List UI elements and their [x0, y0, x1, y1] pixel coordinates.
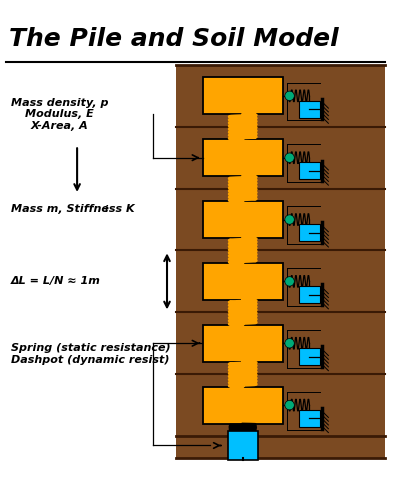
Bar: [202, 201, 282, 238]
Circle shape: [284, 276, 294, 286]
Bar: [298, 101, 319, 118]
Circle shape: [284, 153, 294, 162]
Circle shape: [284, 338, 294, 348]
Text: The Pile and Soil Model: The Pile and Soil Model: [9, 27, 338, 51]
Circle shape: [284, 215, 294, 224]
Bar: [202, 77, 282, 114]
Text: i: i: [104, 205, 108, 214]
Bar: [202, 139, 282, 176]
Bar: [298, 286, 319, 303]
Circle shape: [284, 91, 294, 101]
Circle shape: [284, 400, 294, 410]
Bar: [202, 386, 282, 424]
Bar: [227, 432, 257, 460]
Text: Spring (static resistance)
Dashpot (dynamic resist): Spring (static resistance) Dashpot (dyna…: [11, 343, 170, 365]
Text: Mass m, Stiffness K: Mass m, Stiffness K: [11, 204, 134, 214]
Text: Mass density, p
Modulus, E
X-Area, A: Mass density, p Modulus, E X-Area, A: [11, 98, 108, 131]
Bar: [298, 224, 319, 241]
Bar: [298, 162, 319, 180]
Bar: [176, 65, 384, 457]
Bar: [202, 263, 282, 300]
Bar: [298, 348, 319, 365]
Text: ΔL = L/N ≈ 1m: ΔL = L/N ≈ 1m: [11, 276, 101, 287]
Bar: [298, 410, 319, 427]
Bar: [202, 324, 282, 362]
